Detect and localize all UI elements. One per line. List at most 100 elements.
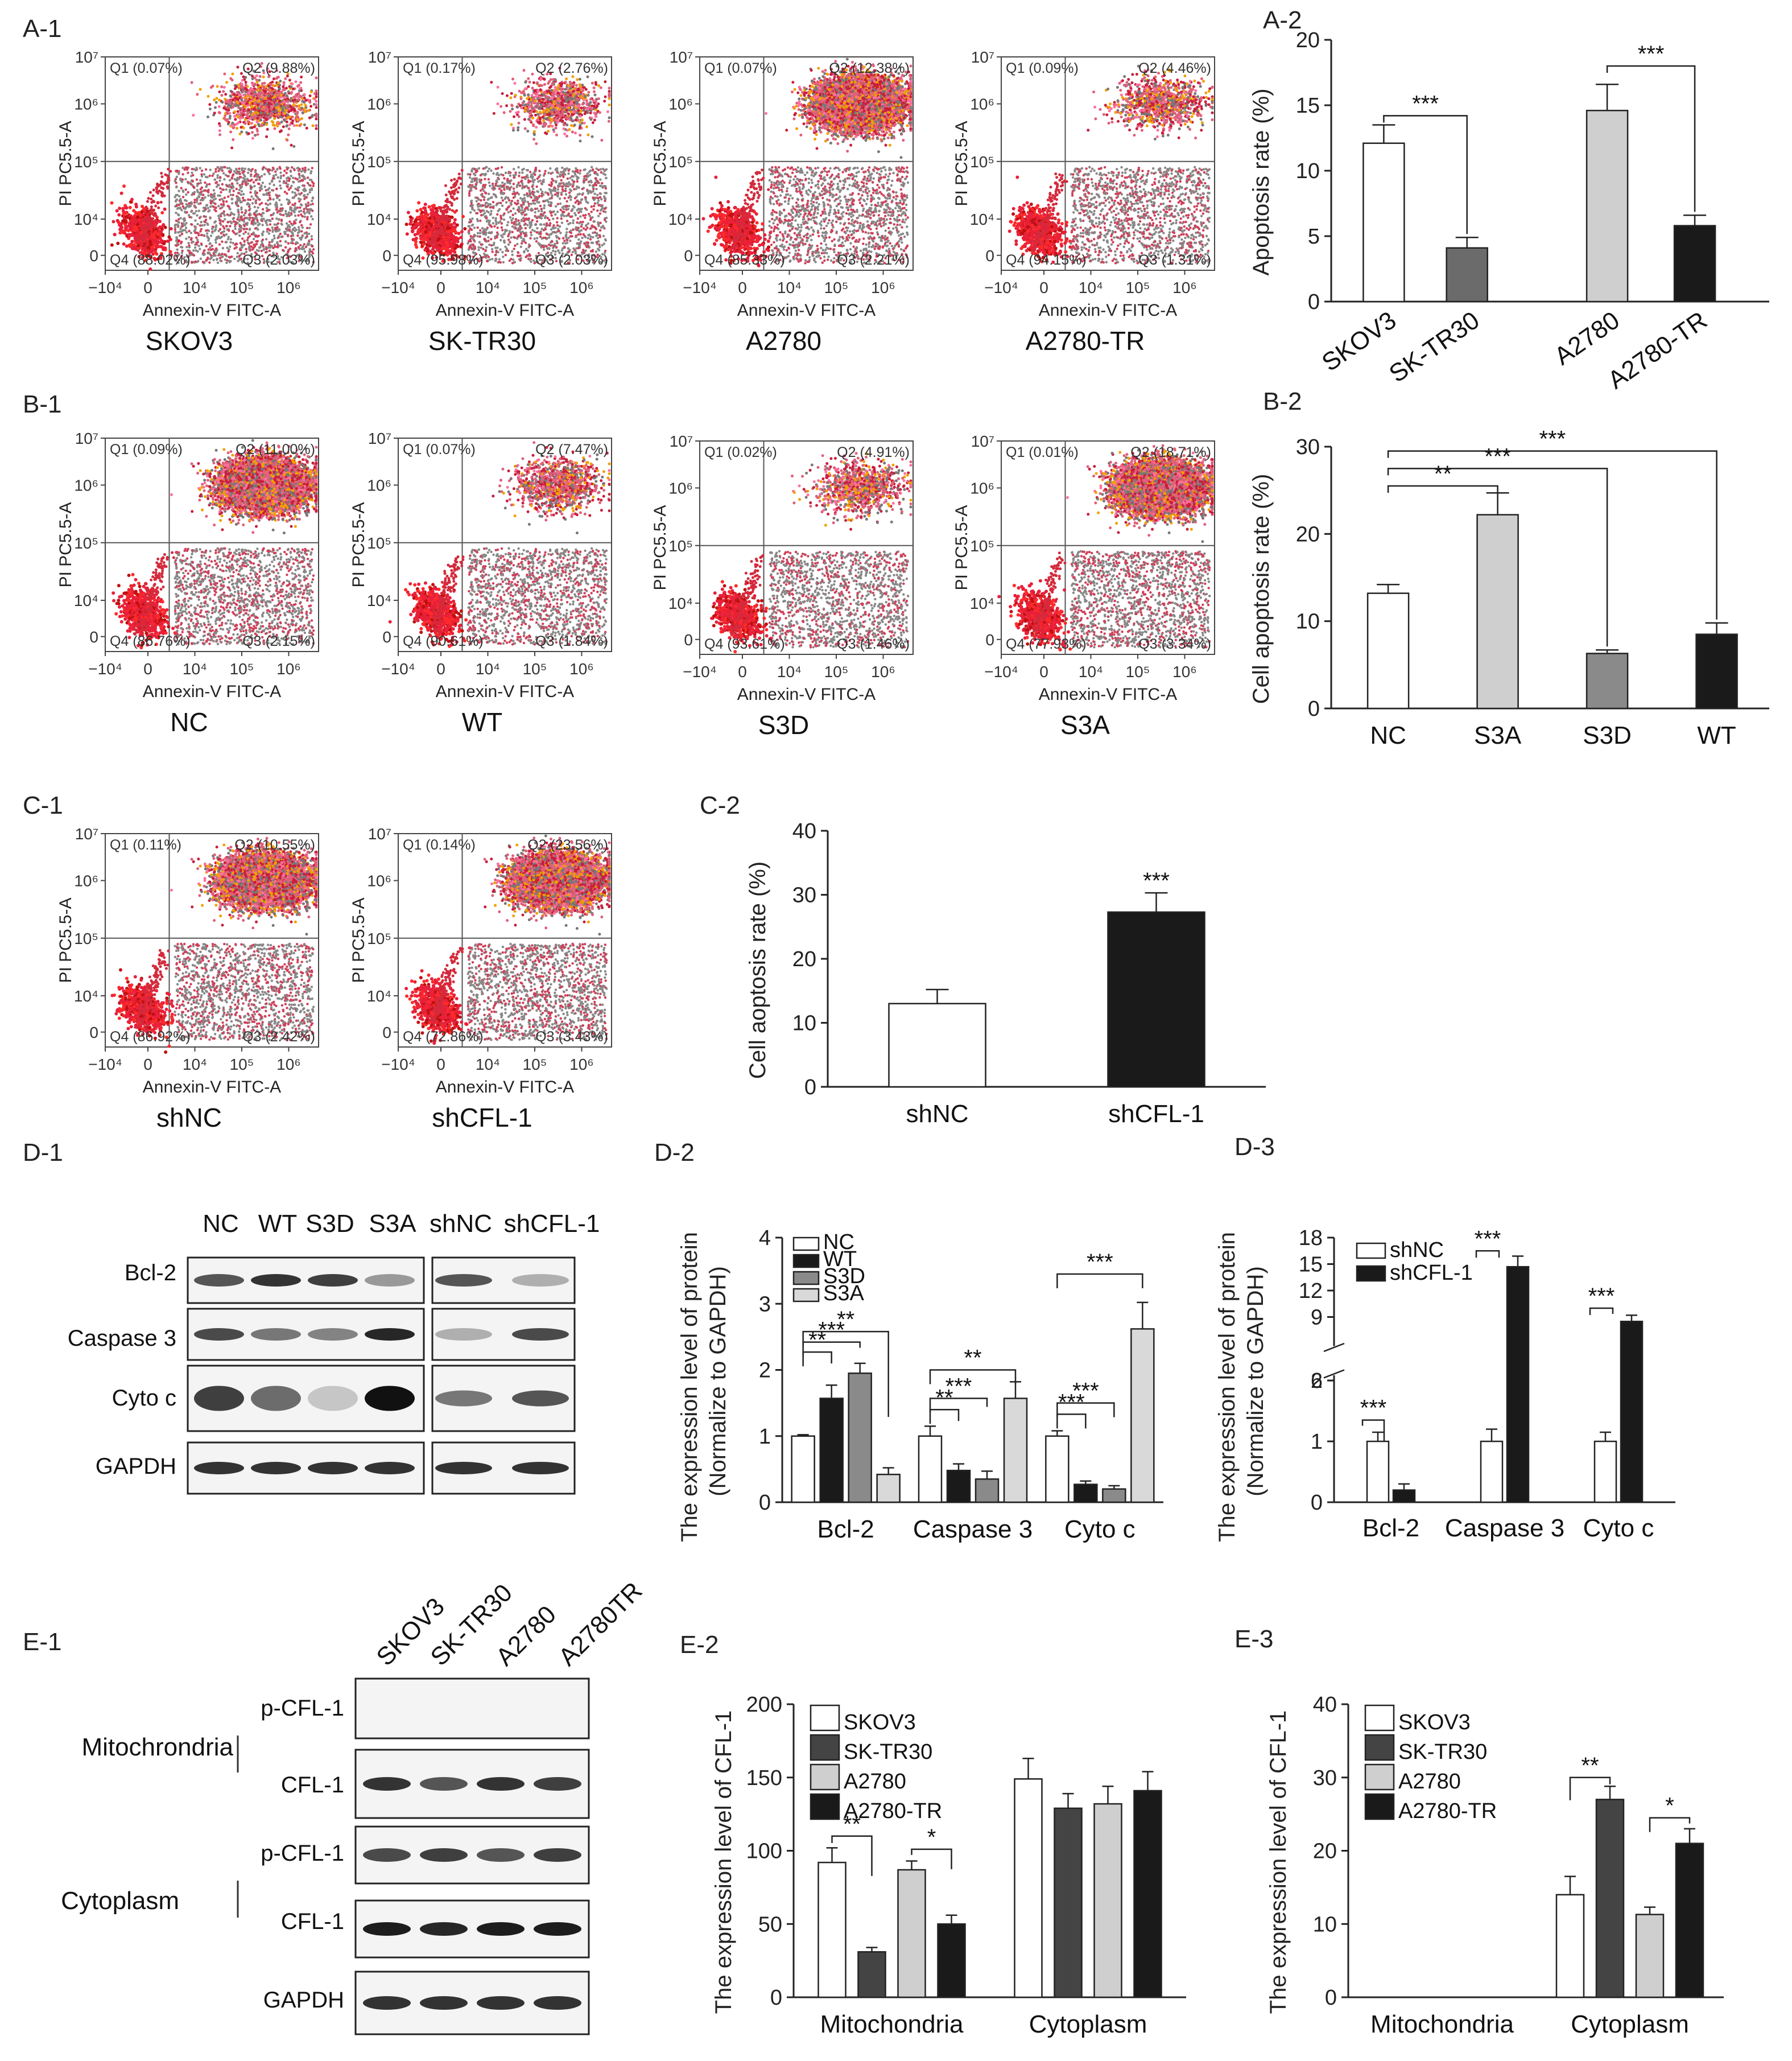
flow-dot	[282, 88, 285, 91]
flow-dot	[169, 170, 172, 173]
flow-dot	[150, 212, 153, 215]
flow-dot	[283, 119, 286, 122]
flow-dot	[271, 101, 274, 104]
flow-dot	[265, 135, 268, 138]
flow-dot	[230, 124, 233, 127]
flow-dot	[123, 223, 127, 226]
flow-dot	[125, 215, 128, 219]
flow-dot	[231, 73, 234, 76]
flow-dot	[233, 110, 236, 113]
flow-dot	[275, 103, 278, 106]
flow-dot	[258, 79, 261, 82]
flow-dot	[218, 129, 221, 132]
flow-dot	[155, 188, 158, 191]
flow-dot	[228, 101, 231, 104]
flow-dot	[163, 183, 166, 186]
flow-dot	[118, 207, 121, 210]
flow-dot	[123, 231, 126, 234]
flow-dot	[288, 79, 291, 81]
flow-dot	[130, 197, 134, 201]
flow-dot	[260, 101, 263, 104]
flow-dot	[218, 105, 221, 108]
flow-dot	[185, 237, 187, 240]
flow-dot	[273, 124, 276, 127]
flow-dot	[239, 93, 242, 96]
flow-dot	[158, 220, 162, 223]
flow-dot	[143, 246, 146, 249]
flow-dot	[242, 126, 245, 129]
flow-dot	[278, 88, 281, 90]
flow-dot	[229, 77, 232, 80]
flow-dot	[299, 124, 302, 127]
flow-dot	[238, 234, 241, 237]
flow-dot	[145, 244, 148, 247]
flow-dot	[291, 83, 294, 85]
flow-dot	[256, 81, 259, 84]
flow-dot	[242, 94, 245, 97]
flow-dot	[291, 116, 294, 118]
flow-dot	[244, 109, 247, 112]
flow-dot	[296, 85, 299, 88]
flow-dot	[259, 112, 262, 114]
flow-dot	[275, 106, 278, 109]
flow-dot	[237, 121, 240, 124]
flow-dot	[249, 117, 251, 120]
flow-dot	[273, 117, 276, 120]
flow-dot	[253, 112, 256, 114]
panel-label-e3: E-3	[1234, 1625, 1273, 1653]
flow-dot	[141, 239, 144, 242]
flow-dot	[236, 97, 238, 100]
flow-dot	[253, 102, 256, 105]
flow-dot	[266, 128, 269, 131]
flow-dot	[257, 89, 259, 92]
flow-dot	[231, 122, 234, 125]
flow-dot	[142, 236, 144, 238]
flow-dot	[151, 217, 154, 220]
flow-dot	[251, 137, 254, 140]
flow-dot	[117, 213, 121, 217]
flow-dot	[299, 94, 302, 97]
flow-dot	[300, 210, 302, 212]
flow-dot	[218, 90, 221, 93]
flow-dot	[125, 206, 129, 209]
panel-label-c1: C-1	[23, 792, 63, 819]
flow-dot	[215, 101, 218, 104]
flow-dot	[301, 100, 304, 103]
flow-dot	[131, 217, 134, 220]
flow-dot	[258, 125, 261, 127]
flow-dot	[267, 116, 270, 118]
flow-dot	[205, 168, 207, 171]
flow-dot	[299, 81, 302, 84]
flow-dot	[224, 114, 226, 117]
flow-dot	[135, 238, 138, 241]
flow-dot	[166, 186, 169, 188]
flow-dot	[293, 108, 296, 110]
flow-dot	[233, 93, 236, 96]
flow-dot	[256, 117, 259, 119]
flow-dot	[271, 81, 274, 84]
flow-dot	[160, 245, 163, 249]
flow-dot	[278, 100, 281, 102]
flow-dot	[249, 191, 251, 193]
flow-dot	[116, 242, 119, 245]
flow-dot	[290, 109, 292, 112]
flow-dot	[232, 189, 234, 192]
flow-dot	[124, 212, 127, 215]
flow-dot	[137, 244, 140, 248]
flow-dot	[156, 201, 160, 204]
flow-dot	[134, 203, 138, 206]
flow-dot	[261, 124, 263, 127]
flow-dot	[207, 116, 209, 118]
flow-dot	[157, 226, 160, 230]
flow-dot	[245, 90, 247, 93]
flow-dot	[245, 84, 247, 86]
flow-dot	[276, 92, 279, 94]
flow-dot	[130, 242, 133, 246]
flow-dot	[288, 127, 291, 130]
flow-dot	[278, 122, 281, 125]
flow-dot	[257, 104, 259, 106]
flow-dot	[272, 147, 275, 150]
flow-dot	[256, 97, 259, 100]
flow-dot	[149, 191, 152, 194]
flow-dot	[233, 115, 236, 118]
